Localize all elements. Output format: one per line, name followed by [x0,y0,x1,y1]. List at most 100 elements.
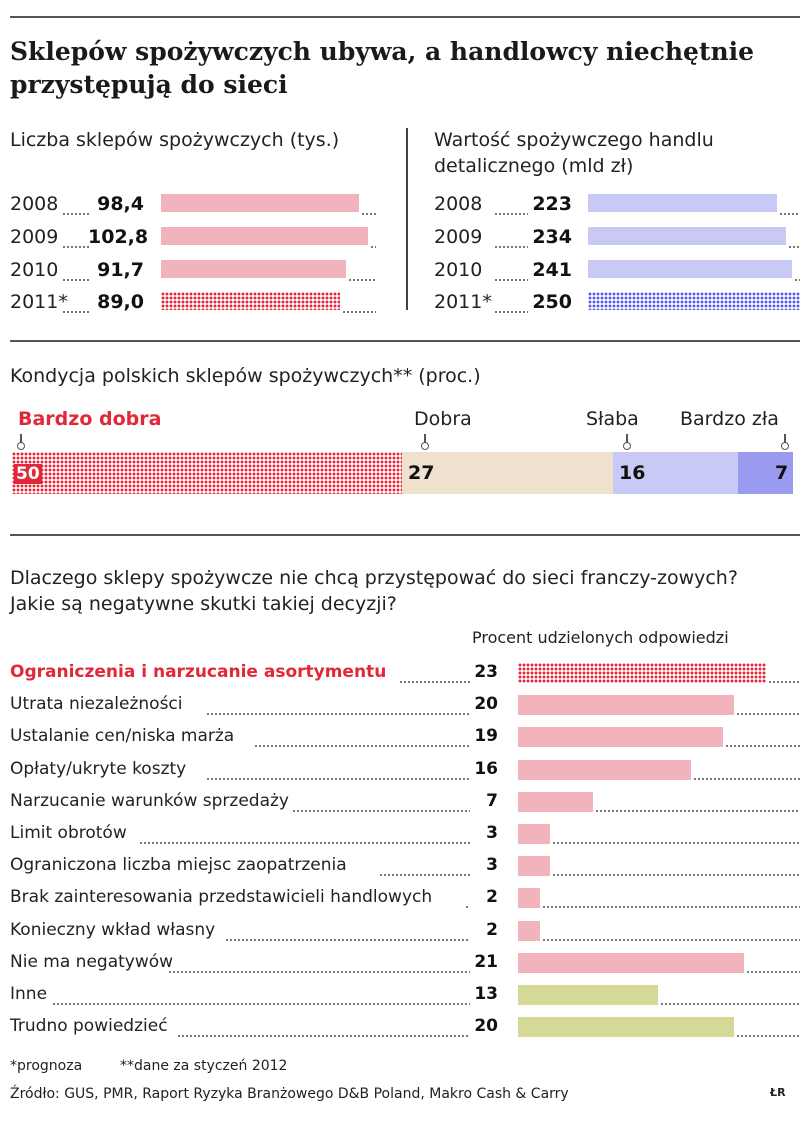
reason-label: Utrata niezależności [10,694,187,714]
footnote-prognoza: *prognoza [10,1058,83,1074]
condition-category-label: Bardzo dobra [18,408,162,430]
reason-trail-dots [736,713,800,715]
reason-value-label: 3 [486,855,498,875]
retail-year-label: 2010 [434,259,483,281]
condition-category-label: Bardzo zła [680,408,779,430]
reason-bar [518,856,550,876]
reason-label: Ograniczona liczba miejsc zaopatrzenia [10,855,351,875]
retail-value-title: Wartość spożywczego handlu detalicznego … [434,129,714,177]
reason-trail-dots [660,1003,800,1005]
reason-bar [518,695,734,715]
shops-count-title: Liczba sklepów spożywczych (tys.) [10,129,340,151]
reason-value-label: 2 [486,887,498,907]
reason-bar [518,1017,734,1037]
reason-label: Konieczny wkład własny [10,920,220,940]
top-rule [10,16,800,18]
reason-label: Ustalanie cen/niska marża [10,726,239,746]
retail-bar [588,194,777,212]
retail-leader-dots [494,311,528,313]
reason-leader-dots [52,1003,470,1005]
reason-trail-dots [542,906,800,908]
shops-value-label: 91,7 [97,259,144,281]
reason-label: Trudno powiedzieć [10,1016,172,1036]
reason-bar [518,663,766,683]
shops-leader-dots [62,279,90,281]
reason-trail-dots [552,842,800,844]
retail-value-label: 241 [532,259,572,281]
reason-label: Inne [10,984,52,1004]
shops-bar [161,194,359,212]
shops-trail-dots [370,246,376,248]
retail-bar [588,227,786,245]
retail-bar [588,292,800,310]
condition-tick [784,434,786,446]
reason-leader-dots [465,906,470,908]
reason-leader-dots [378,874,470,876]
footnote-data: **dane za styczeń 2012 [120,1058,288,1074]
reasons-title: Dlaczego sklepy spożywcze nie chcą przys… [10,567,738,615]
reason-leader-dots [177,1035,470,1037]
shops-leader-dots [62,246,90,248]
shops-leader-dots [62,213,90,215]
reason-bar [518,824,550,844]
reasons-value-label: Procent udzielonych odpowiedzi [472,628,729,647]
mid-rule-1 [10,340,800,342]
condition-category-label: Dobra [414,408,472,430]
condition-value-label: 16 [619,462,646,484]
condition-tick-end [781,442,789,450]
shops-trail-dots [361,213,376,215]
reason-value-label: 21 [474,952,498,972]
shops-bar [161,260,346,278]
retail-bar [588,260,792,278]
shops-value-label: 98,4 [97,193,144,215]
retail-trail-dots [779,213,800,215]
retail-leader-dots [494,279,528,281]
retail-leader-dots [494,246,528,248]
reason-value-label: 19 [474,726,498,746]
retail-leader-dots [494,213,528,215]
condition-tick-end [17,442,25,450]
reason-leader-dots [206,778,470,780]
condition-value-label: 27 [408,462,435,484]
reason-leader-dots [167,971,470,973]
reason-leader-dots [292,810,470,812]
retail-year-label: 2008 [434,193,483,215]
reason-bar [518,953,744,973]
reason-leader-dots [206,713,470,715]
reason-value-label: 3 [486,823,498,843]
condition-segment [402,452,613,494]
reason-value-label: 13 [474,984,498,1004]
shops-year-label: 2011* [10,291,68,313]
condition-category-label: Słaba [586,408,639,430]
shops-year-label: 2010 [10,259,59,281]
reason-value-label: 7 [486,791,498,811]
shops-trail-dots [348,279,376,281]
reason-label: Nie ma negatywów [10,952,178,972]
retail-year-label: 2011* [434,291,492,313]
reason-value-label: 2 [486,920,498,940]
reason-trail-dots [552,874,800,876]
condition-segment [12,452,402,494]
condition-tick [20,434,22,446]
reason-label: Brak zainteresowania przedstawicieli han… [10,887,437,907]
reason-value-label: 16 [474,759,498,779]
source-note: Źródło: GUS, PMR, Raport Ryzyka Branżowe… [10,1086,569,1102]
reason-label: Narzucanie warunków sprzedaży [10,791,293,811]
shops-year-label: 2009 [10,226,59,248]
reason-trail-dots [736,1035,800,1037]
shops-bar [161,292,340,310]
condition-value-label: 50 [14,464,42,484]
condition-tick [626,434,628,446]
condition-tick-end [623,442,631,450]
retail-trail-dots [794,279,800,281]
condition-segment [613,452,738,494]
reason-value-label: 20 [474,1016,498,1036]
condition-value-label: 7 [775,462,789,484]
reason-leader-dots [225,939,470,941]
reason-bar [518,727,723,747]
condition-segment [738,452,793,494]
reason-bar [518,792,593,812]
condition-tick-end [421,442,429,450]
reason-label: Opłaty/ukryte koszty [10,759,191,779]
shops-value-label: 89,0 [97,291,144,313]
